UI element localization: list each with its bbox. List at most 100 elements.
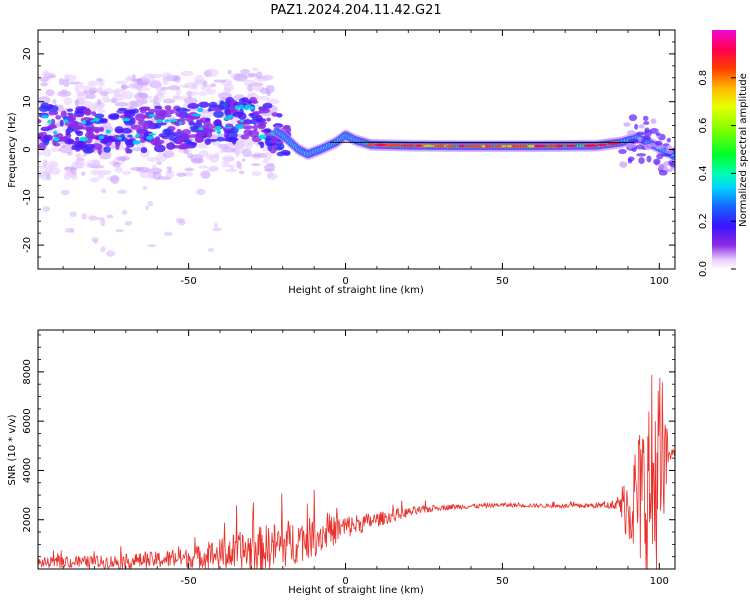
heatmap-cell: [139, 106, 147, 114]
heatmap-cell: [266, 91, 271, 97]
heatmap-cell: [87, 129, 93, 137]
heatmap-cell: [206, 89, 217, 95]
heatmap-cell: [635, 144, 645, 150]
heatmap-cell: [481, 144, 486, 148]
heatmap-cell: [115, 229, 124, 233]
heatmap-cell: [53, 130, 58, 135]
heatmap-cell: [256, 71, 263, 80]
colorbar-ticks: 0.0 0.2 0.4 0.6 0.8: [698, 70, 736, 277]
heatmap-cell: [52, 98, 57, 104]
spectrogram-y-tick-label: -20: [22, 237, 33, 253]
heatmap-cell: [124, 220, 133, 226]
heatmap-cell: [208, 101, 218, 108]
heatmap-cell: [181, 129, 191, 136]
heatmap-cell: [239, 119, 245, 123]
heatmap-cell: [198, 127, 204, 131]
heatmap-cell: [115, 143, 120, 150]
heatmap-cell: [120, 156, 127, 161]
spectrogram-y-tick-label: -10: [22, 189, 33, 205]
heatmap-cell: [235, 124, 244, 130]
heatmap-cell: [216, 130, 221, 135]
heatmap-cell: [213, 152, 220, 159]
heatmap-cell: [101, 188, 107, 194]
heatmap-cell: [224, 168, 238, 173]
heatmap-cell: [167, 85, 180, 91]
heatmap-cell: [657, 164, 667, 171]
heatmap-cell: [634, 123, 639, 130]
heatmap-cell: [671, 157, 675, 161]
heatmap-cell: [198, 91, 207, 97]
spectrogram-x-tick-label: 100: [650, 276, 669, 287]
heatmap-cell: [97, 169, 112, 176]
heatmap-cell: [191, 83, 198, 91]
heatmap-cell: [141, 124, 146, 132]
heatmap-cell: [269, 142, 279, 147]
heatmap-cell: [55, 132, 64, 139]
heatmap-cell: [69, 211, 78, 218]
heatmap-cell: [38, 165, 48, 169]
heatmap-cell: [163, 231, 173, 237]
heatmap-cell: [669, 162, 675, 168]
colorbar-gradient: [712, 30, 736, 269]
heatmap-cell: [112, 162, 121, 168]
heatmap-cell: [42, 206, 50, 212]
heatmap-cell: [527, 144, 536, 148]
spectrogram-x-label: Height of straight line (km): [288, 285, 424, 296]
heatmap-cell: [237, 112, 247, 121]
heatmap-cell: [197, 133, 206, 137]
heatmap-cell: [105, 250, 116, 257]
heatmap-cell: [240, 69, 251, 74]
heatmap-cell: [180, 133, 191, 141]
heatmap-cell: [42, 148, 52, 157]
heatmap-cell: [48, 110, 56, 116]
heatmap-cell: [97, 174, 104, 179]
heatmap-cell: [224, 108, 231, 117]
heatmap-cell: [655, 132, 661, 136]
snr-x-tick-label: 100: [650, 576, 669, 587]
heatmap-cell: [192, 113, 202, 117]
heatmap-cell: [162, 98, 176, 104]
heatmap-cell: [155, 93, 165, 101]
heatmap-cell: [38, 134, 46, 140]
heatmap-cell: [234, 105, 240, 111]
heatmap-cell: [84, 143, 95, 149]
colorbar-tick-label: 0.2: [698, 213, 709, 229]
heatmap-cell: [627, 156, 635, 162]
heatmap-cell: [130, 124, 142, 130]
heatmap-cell: [282, 151, 291, 156]
spectrogram-y-label: Frequency (Hz): [7, 112, 18, 188]
heatmap-cell: [197, 143, 209, 149]
heatmap-cell: [96, 77, 104, 82]
heatmap-cell: [73, 122, 84, 130]
snr-x-tick-label: -50: [180, 576, 196, 587]
heatmap-cell: [62, 119, 69, 124]
heatmap-cell: [148, 114, 157, 117]
heatmap-cell: [445, 144, 456, 148]
heatmap-cell: [646, 155, 652, 163]
colorbar-tick-label: 0.0: [698, 261, 709, 277]
heatmap-cell: [156, 161, 162, 165]
heatmap-cell: [255, 118, 267, 123]
heatmap-cell: [565, 144, 577, 148]
colorbar-label: Normalized spectral amplitude: [738, 73, 749, 227]
heatmap-cell: [258, 122, 266, 128]
heatmap-cell: [86, 93, 96, 100]
heatmap-cell: [67, 114, 77, 122]
heatmap-cell: [189, 142, 198, 146]
heatmap-cell: [38, 170, 49, 177]
heatmap-cell: [187, 102, 200, 109]
heatmap-cell: [73, 110, 85, 118]
heatmap-cell: [227, 69, 232, 75]
heatmap-cell: [76, 140, 88, 149]
heatmap-cell: [644, 127, 650, 133]
heatmap-cell: [597, 143, 608, 147]
heatmap-cell: [38, 105, 50, 112]
heatmap-cell: [66, 108, 74, 112]
heatmap-cell: [583, 144, 594, 148]
heatmap-cell: [213, 223, 219, 228]
heatmap-cell: [266, 117, 271, 122]
heatmap-cell: [122, 91, 134, 100]
heatmap-cell: [487, 144, 493, 148]
heatmap-cell: [112, 94, 125, 102]
heatmap-cell: [142, 73, 156, 82]
